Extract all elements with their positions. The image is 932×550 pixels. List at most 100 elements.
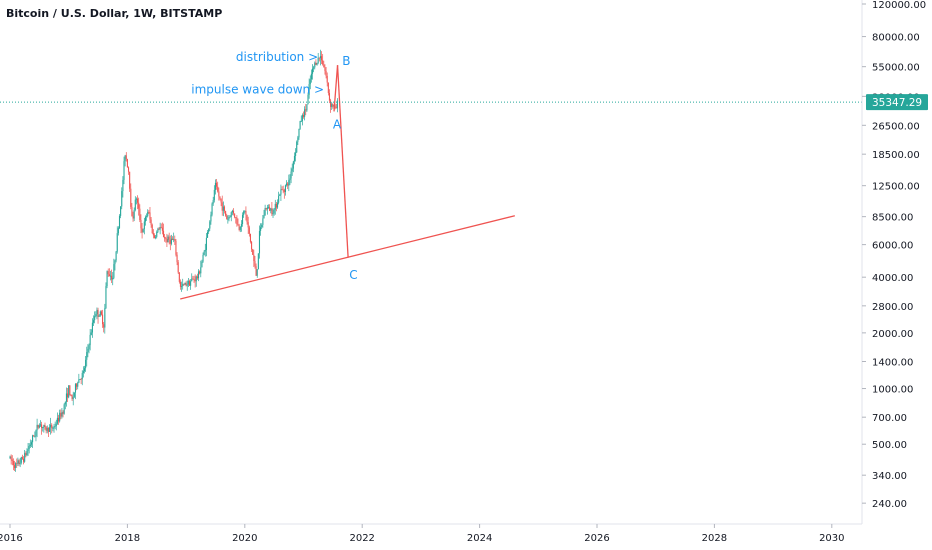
candle xyxy=(218,187,220,201)
candle xyxy=(246,214,248,225)
candle xyxy=(131,202,133,217)
y-tick-label: 18500.00 xyxy=(872,150,920,161)
candle xyxy=(24,449,26,463)
y-tick-label: 240.00 xyxy=(872,499,907,510)
candle xyxy=(25,451,27,458)
candle xyxy=(256,269,258,278)
candle xyxy=(203,249,205,256)
candle xyxy=(269,204,271,212)
candle xyxy=(173,232,175,243)
candle xyxy=(226,213,228,220)
y-tick-label: 1400.00 xyxy=(872,358,913,369)
candle xyxy=(11,455,13,466)
candle xyxy=(271,201,273,216)
candle xyxy=(155,235,157,240)
candle xyxy=(175,239,177,257)
candle xyxy=(204,243,206,257)
candle xyxy=(69,385,71,396)
candle xyxy=(109,270,112,281)
last-price-label: 35347.29 xyxy=(872,97,922,109)
candle xyxy=(112,272,114,286)
candle xyxy=(98,314,100,317)
candle xyxy=(103,322,105,333)
time-axis[interactable]: 2016 2018 2020 2022 2024 2026 2028 2030 xyxy=(0,524,845,544)
candle xyxy=(289,174,291,186)
x-tick-label: 2022 xyxy=(349,533,374,544)
candle xyxy=(87,344,89,358)
candle xyxy=(216,178,218,190)
candle xyxy=(236,215,238,227)
annotation-impulse-wave-down: impulse wave down > xyxy=(191,82,324,96)
candle xyxy=(21,454,23,460)
candle xyxy=(323,60,325,68)
candle xyxy=(265,207,267,211)
candle xyxy=(63,403,65,415)
candle xyxy=(263,209,265,219)
annotation-distribution: distribution > xyxy=(236,50,318,64)
candle xyxy=(12,458,14,471)
candle xyxy=(43,424,45,433)
candle xyxy=(184,282,186,286)
candle xyxy=(232,208,235,216)
candle xyxy=(38,423,40,429)
candle xyxy=(183,283,185,286)
candle xyxy=(179,279,182,290)
trendline-b-c[interactable] xyxy=(336,65,349,258)
candle xyxy=(37,424,39,430)
candle xyxy=(196,273,198,280)
y-tick-label: 2000.00 xyxy=(872,329,913,340)
candle xyxy=(113,258,115,280)
candle xyxy=(239,226,241,233)
candle xyxy=(32,434,34,448)
trendline-support[interactable] xyxy=(180,215,515,300)
candle xyxy=(293,152,296,165)
candle xyxy=(227,215,229,224)
candle xyxy=(34,431,36,438)
candle xyxy=(118,214,121,230)
candle xyxy=(327,82,329,96)
candle xyxy=(182,278,184,290)
candle xyxy=(161,222,163,235)
candle xyxy=(252,248,254,255)
candle xyxy=(56,412,58,425)
candle xyxy=(228,214,230,222)
candle xyxy=(266,204,268,215)
price-axis[interactable]: 120000.0080000.0055000.0038000.0026500.0… xyxy=(862,0,926,510)
candle xyxy=(102,309,104,328)
candle xyxy=(104,303,106,334)
trendline-a-b[interactable] xyxy=(333,65,339,112)
candle xyxy=(335,103,337,109)
candle xyxy=(125,152,127,162)
candle xyxy=(336,98,338,113)
wave-label-b: B xyxy=(342,54,350,68)
candle xyxy=(178,272,180,284)
y-tick-label: 12500.00 xyxy=(872,182,920,193)
candle xyxy=(147,209,149,218)
candle xyxy=(82,366,84,378)
candle xyxy=(283,188,285,199)
candle xyxy=(74,383,77,400)
candle xyxy=(222,201,224,217)
candle xyxy=(164,233,166,242)
candle xyxy=(117,226,119,236)
candle xyxy=(290,167,292,184)
candle xyxy=(276,199,279,209)
candle xyxy=(260,223,262,236)
candle xyxy=(301,113,303,126)
candle xyxy=(19,458,21,468)
x-tick-label: 2024 xyxy=(467,533,492,544)
candle xyxy=(45,426,47,434)
candle xyxy=(130,183,132,210)
candle xyxy=(310,69,312,83)
candle xyxy=(114,259,116,271)
candle xyxy=(177,260,179,274)
candle xyxy=(165,236,167,243)
candle xyxy=(152,229,154,239)
candle xyxy=(129,171,131,192)
candle xyxy=(253,249,255,267)
candle xyxy=(132,211,134,222)
candle xyxy=(44,422,46,430)
candle xyxy=(71,394,73,402)
candle xyxy=(235,217,237,224)
